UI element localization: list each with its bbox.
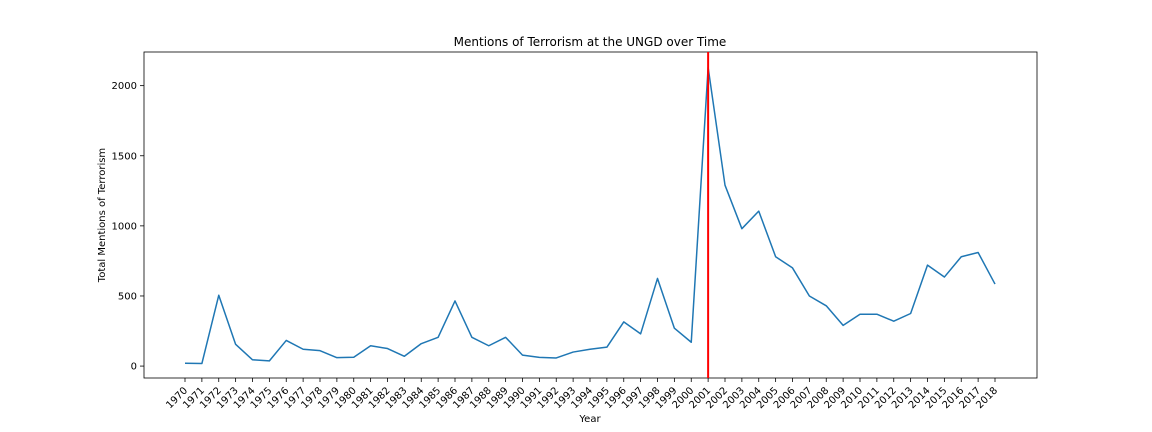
y-axis-label: Total Mentions of Terrorism [97,148,108,283]
y-tick-label: 2000 [112,81,137,92]
series-line [184,66,996,365]
plot-frame [143,51,1038,379]
y-tick-label: 1500 [112,151,137,162]
y-tick-label: 0 [131,362,137,373]
plot-area: 0500100015002000197019711972197319741975… [112,51,1038,411]
y-tick-label: 1000 [112,221,137,232]
x-axis-label: Year [578,414,601,425]
y-tick-label: 500 [118,291,137,302]
chart-title: Mentions of Terrorism at the UNGD over T… [454,35,727,49]
